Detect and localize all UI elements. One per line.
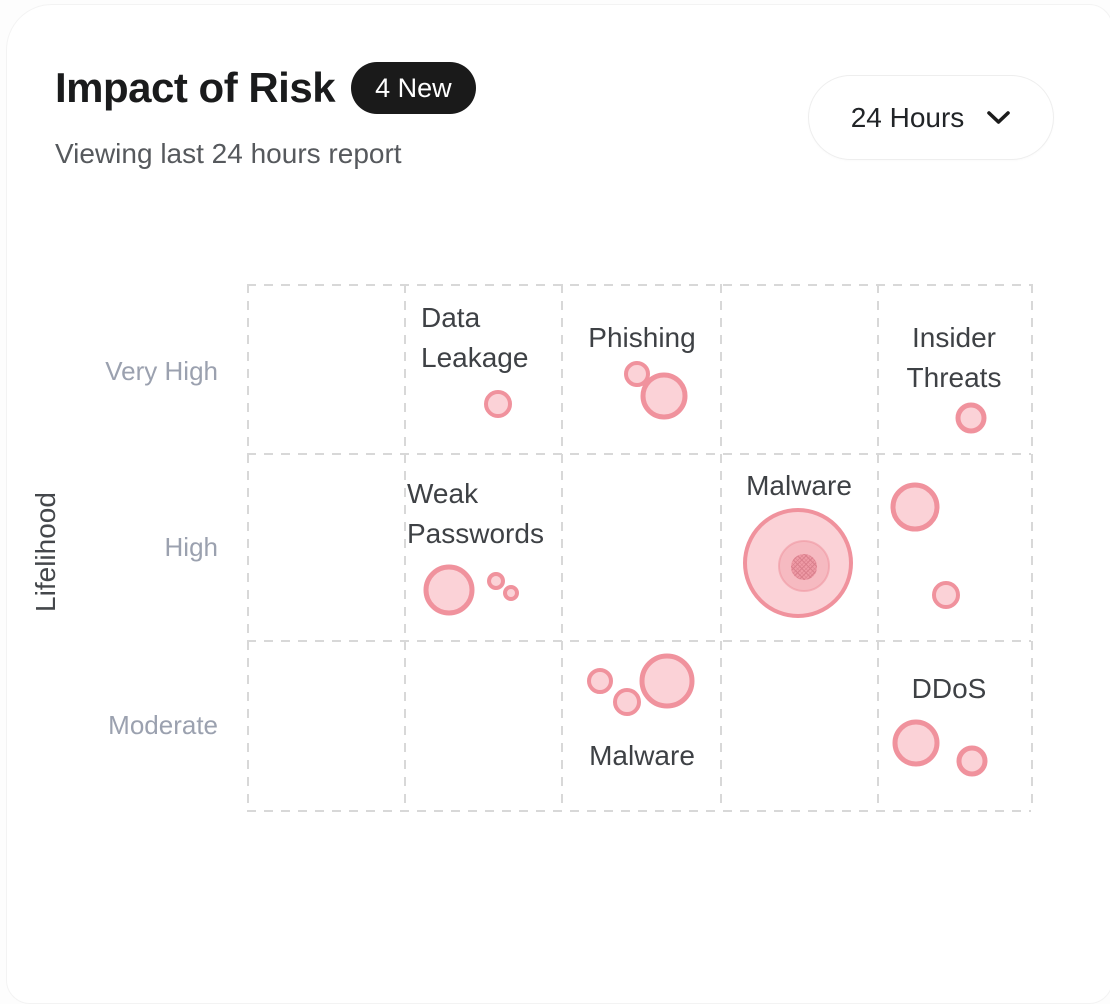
risk-bubble[interactable] [955,402,987,434]
grid-vline [877,284,879,810]
bubble-group-label-line: Leakage [421,342,529,373]
risk-bubble[interactable] [484,390,512,418]
risk-bubble-core-texture [791,554,817,580]
bubble-group-label-line: Phishing [588,322,696,353]
row-label-very-high: Very High [105,356,218,386]
risk-bubble[interactable] [932,581,960,609]
grid-vline [1031,284,1033,810]
grid-hline [247,453,1031,455]
time-range-value: 24 Hours [850,101,965,133]
bubble-group-label-line: Threats [906,362,1002,393]
risk-bubble[interactable] [503,585,519,601]
page-title: Impact of Risk [55,64,336,111]
row-label-high: High [164,532,218,562]
subtitle: Viewing last 24 hours report [55,138,402,169]
bubble-group-label: Phishing [588,318,695,358]
bubble-group-label: Weak Passwords [407,474,544,554]
risk-bubble[interactable] [892,719,940,767]
bubble-group-label: Insider Threats [907,318,1002,398]
time-range-dropdown[interactable]: 24 Hours [808,75,1054,160]
risk-bubble[interactable] [587,668,613,694]
header: Impact of Risk 4 New [55,62,476,114]
grid-hline [247,640,1031,642]
bubble-group-label-line: DDoS [911,673,987,704]
risk-bubble[interactable] [640,372,688,420]
risk-bubble[interactable] [890,482,940,532]
new-count-badge: 4 New [351,62,476,114]
chevron-down-icon [987,110,1011,124]
bubble-group-label-line: Data [421,302,481,333]
risk-bubble[interactable] [423,564,475,616]
grid-vline [404,284,406,810]
grid-vline [561,284,563,810]
risk-bubble[interactable] [487,572,505,590]
bubble-group-label-line: Malware [746,470,852,501]
bubble-group-label: Data Leakage [421,298,528,378]
bubble-group-label: DDoS [912,669,987,709]
risk-bubble[interactable] [956,745,988,777]
row-label-moderate: Moderate [108,710,218,740]
grid-hline [247,810,1031,812]
risk-bubble[interactable] [613,688,641,716]
grid-hline [247,284,1031,286]
grid-vline [247,284,249,810]
bubble-group-label-line: Passwords [407,518,544,549]
grid-vline [720,284,722,810]
bubble-group-label-line: Malware [589,740,695,771]
bubble-group-label-line: Weak [407,478,479,509]
bubble-group-label: Malware [589,736,695,776]
bubble-group-label: Malware [746,466,852,506]
risk-bubble[interactable] [639,653,695,709]
bubble-group-label-line: Insider [911,322,997,353]
risk-bubble[interactable] [624,361,650,387]
